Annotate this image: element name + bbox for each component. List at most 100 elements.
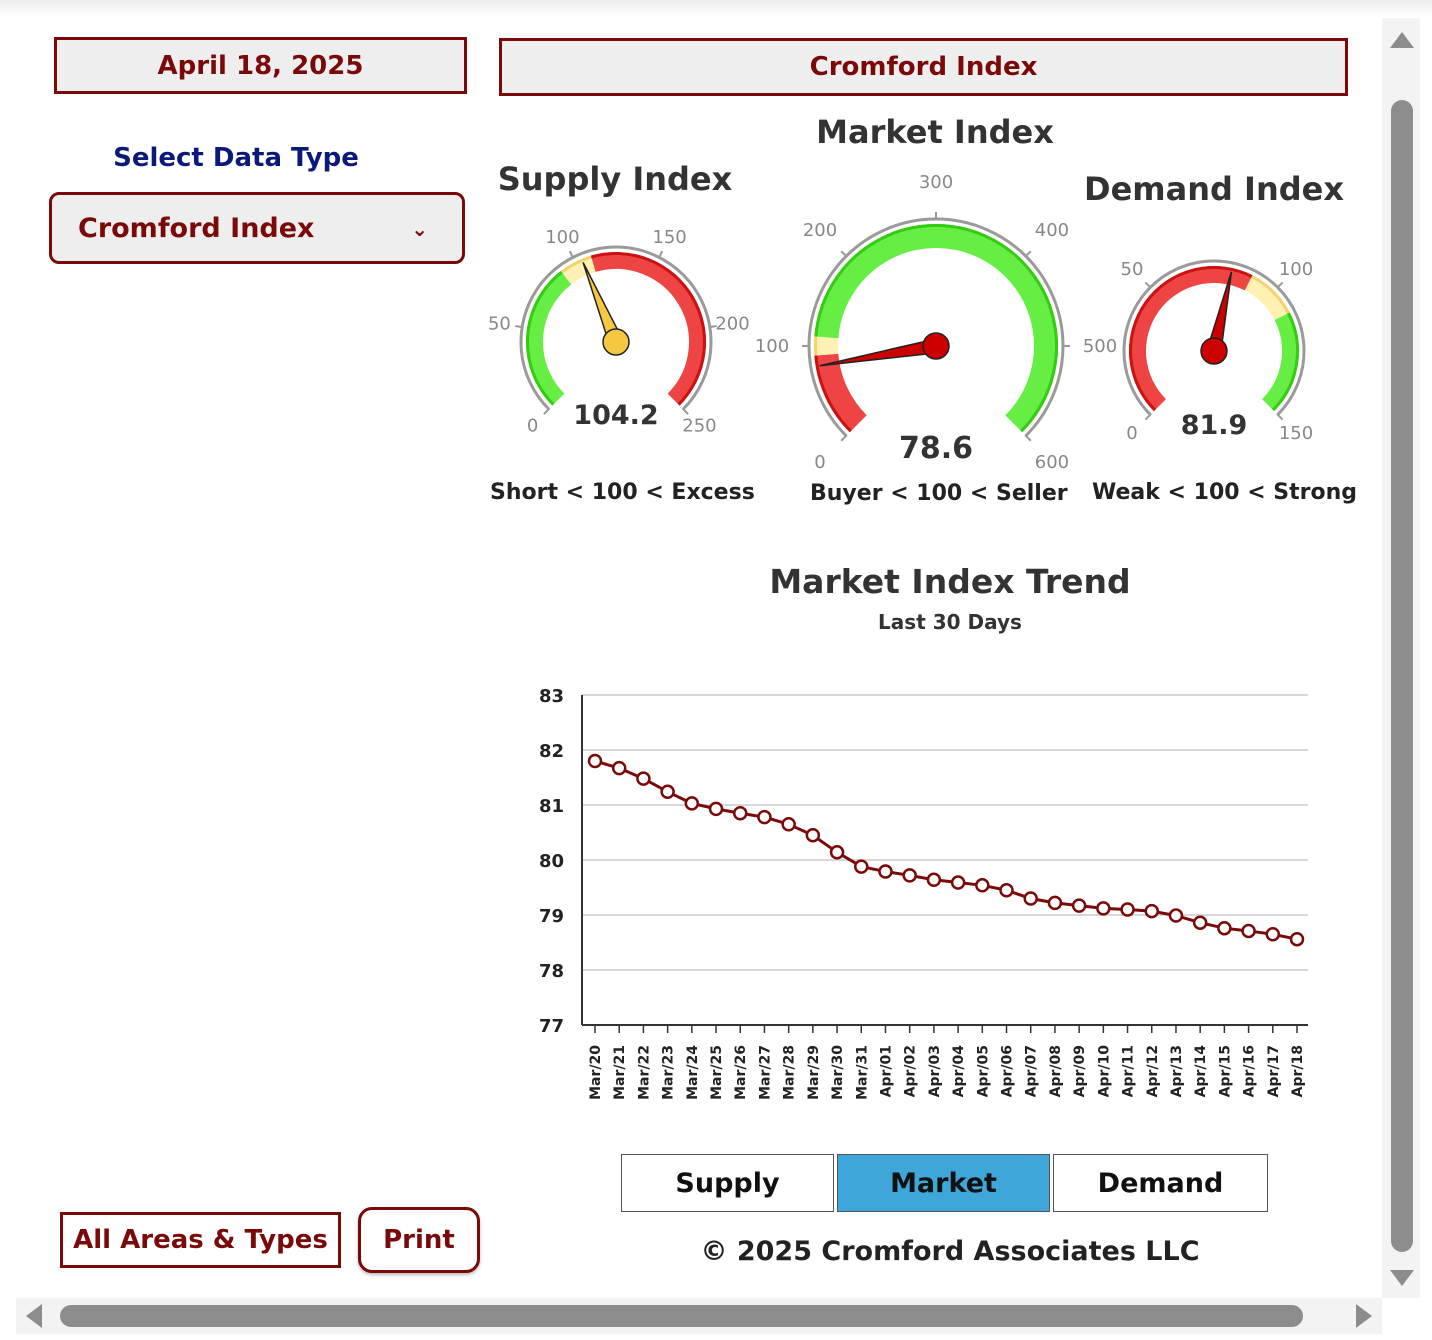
select-data-type-label: Select Data Type bbox=[113, 143, 359, 173]
supply-gauge-band-green bbox=[526, 270, 572, 406]
trend-x-tick-label: Apr/09 bbox=[1072, 1045, 1088, 1097]
trend-data-point bbox=[757, 809, 772, 825]
tab-supply[interactable]: Supply bbox=[621, 1154, 834, 1212]
trend-data-point bbox=[781, 817, 796, 832]
trend-x-tick-label: Apr/14 bbox=[1193, 1045, 1209, 1098]
trend-x-tick-label: Mar/30 bbox=[830, 1045, 846, 1100]
trend-y-tick-label: 80 bbox=[539, 851, 564, 872]
trend-x-tick-label: Apr/17 bbox=[1266, 1045, 1282, 1097]
scroll-up-arrow-icon[interactable] bbox=[1390, 32, 1414, 48]
market-gauge-band-edge bbox=[814, 355, 852, 433]
trend-data-point bbox=[854, 859, 869, 874]
supply-gauge-pivot bbox=[602, 328, 630, 356]
trend-data-point bbox=[636, 771, 651, 786]
market-gauge-tick-label: 400 bbox=[1035, 220, 1069, 241]
market-gauge-tick bbox=[840, 434, 848, 442]
trend-x-tick-label: Apr/04 bbox=[951, 1045, 967, 1098]
market-gauge-tick-label: 300 bbox=[919, 172, 953, 193]
trend-data-point bbox=[684, 796, 700, 811]
trend-data-point bbox=[805, 828, 821, 843]
tab-demand[interactable]: Demand bbox=[1053, 1154, 1268, 1212]
trend-data-point bbox=[1217, 920, 1232, 936]
scroll-left-arrow-icon[interactable] bbox=[26, 1304, 42, 1328]
trend-x-tick-label: Apr/18 bbox=[1290, 1045, 1306, 1097]
market-gauge-tick-label: 100 bbox=[755, 336, 789, 357]
supply-gauge-tick bbox=[568, 250, 575, 259]
demand-gauge-caption: Weak < 100 < Strong bbox=[1092, 480, 1358, 505]
scroll-right-arrow-icon[interactable] bbox=[1356, 1304, 1372, 1328]
supply-gauge-band-edge bbox=[590, 252, 706, 406]
supply-gauge-band-red bbox=[590, 252, 706, 406]
market-gauge-tick bbox=[1024, 434, 1032, 442]
demand-gauge-band-yellow bbox=[1244, 275, 1290, 321]
trend-x-tick-label: Mar/31 bbox=[854, 1045, 870, 1100]
demand-gauge-band-edge bbox=[1271, 312, 1299, 412]
all-areas-button[interactable]: All Areas & Types bbox=[60, 1212, 341, 1268]
trend-data-point bbox=[1289, 931, 1305, 947]
market-gauge-tick bbox=[1024, 250, 1032, 258]
demand-gauge-value: 81.9 bbox=[1181, 410, 1248, 441]
trend-x-tick-label: Apr/11 bbox=[1121, 1045, 1137, 1097]
trend-y-tick-label: 77 bbox=[539, 1016, 564, 1037]
market-gauge-tick-label: 0 bbox=[814, 452, 825, 473]
data-type-select-value: Cromford Index bbox=[78, 212, 315, 244]
trend-data-point bbox=[1241, 923, 1256, 939]
trend-data-point bbox=[1192, 915, 1208, 930]
trend-data-point bbox=[975, 878, 990, 893]
print-button[interactable]: Print bbox=[358, 1207, 480, 1273]
trend-data-point bbox=[611, 760, 627, 776]
trend-data-point bbox=[708, 801, 724, 817]
trend-title: Market Index Trend bbox=[769, 562, 1131, 601]
supply-gauge-tick-label: 100 bbox=[545, 227, 579, 248]
demand-gauge-frame bbox=[1122, 259, 1306, 416]
trend-data-point bbox=[732, 806, 748, 821]
supply-gauge-tick-label: 50 bbox=[488, 314, 511, 335]
demand-gauge-tick bbox=[1144, 281, 1152, 289]
supply-gauge-band-edge bbox=[560, 255, 592, 274]
supply-gauge-tick-label: 0 bbox=[527, 415, 538, 436]
trend-data-point bbox=[829, 845, 845, 860]
market-gauge-caption: Buyer < 100 < Seller bbox=[810, 481, 1068, 506]
tab-market[interactable]: Market bbox=[837, 1154, 1050, 1212]
trend-x-tick-label: Mar/29 bbox=[806, 1045, 822, 1100]
trend-x-tick-label: Mar/20 bbox=[588, 1045, 604, 1100]
trend-x-tick-label: Apr/16 bbox=[1242, 1045, 1258, 1097]
supply-gauge-tick bbox=[708, 325, 717, 329]
trend-y-tick-label: 78 bbox=[539, 961, 564, 982]
trend-x-tick-label: Mar/25 bbox=[709, 1045, 725, 1100]
trend-data-point bbox=[1071, 898, 1087, 913]
data-type-select[interactable]: Cromford Index ⌄ bbox=[49, 192, 465, 264]
demand-gauge-tick bbox=[1276, 281, 1284, 289]
demand-gauge-band-green bbox=[1261, 312, 1299, 412]
market-gauge-band-green bbox=[814, 224, 1058, 433]
demand-gauge-pivot bbox=[1200, 337, 1228, 365]
trend-y-tick-label: 79 bbox=[539, 906, 564, 927]
supply-gauge-tick bbox=[543, 407, 551, 415]
trend-x-tick-label: Mar/24 bbox=[685, 1045, 701, 1100]
supply-gauge-tick-label: 150 bbox=[652, 227, 686, 248]
trend-data-point bbox=[1096, 901, 1111, 916]
trend-x-tick-label: Mar/22 bbox=[636, 1045, 652, 1100]
vertical-scroll-thumb[interactable] bbox=[1391, 100, 1413, 1252]
trend-chart: 77 78 79 80 81 82 83 Mar/20 Mar/21 Mar/22 Mar/23 Ma… bbox=[539, 686, 1308, 1100]
scroll-down-arrow-icon[interactable] bbox=[1390, 1270, 1414, 1286]
trend-data-point bbox=[660, 784, 675, 800]
trend-y-tick-label: 81 bbox=[539, 796, 564, 817]
trend-x-tick-label: Apr/06 bbox=[1000, 1045, 1016, 1097]
supply-gauge-tick-label: 250 bbox=[682, 415, 716, 436]
supply-gauge-tick bbox=[657, 250, 664, 259]
trend-x-tick-label: Mar/23 bbox=[661, 1045, 677, 1100]
trend-y-tick-label: 83 bbox=[539, 686, 564, 707]
trend-data-point bbox=[1047, 895, 1063, 911]
trend-subtitle: Last 30 Days bbox=[878, 610, 1022, 634]
supply-gauge-caption: Short < 100 < Excess bbox=[490, 480, 755, 505]
trend-x-tick-label: Mar/26 bbox=[733, 1045, 749, 1100]
demand-gauge-title: Demand Index bbox=[1084, 170, 1344, 208]
supply-gauge-band-edge bbox=[526, 270, 563, 406]
horizontal-scroll-thumb[interactable] bbox=[60, 1305, 1303, 1327]
demand-gauge-band-edge bbox=[1251, 275, 1290, 314]
supply-gauge-title: Supply Index bbox=[497, 160, 733, 198]
market-gauge-band-red bbox=[814, 353, 867, 433]
market-gauge-tick bbox=[840, 250, 848, 258]
